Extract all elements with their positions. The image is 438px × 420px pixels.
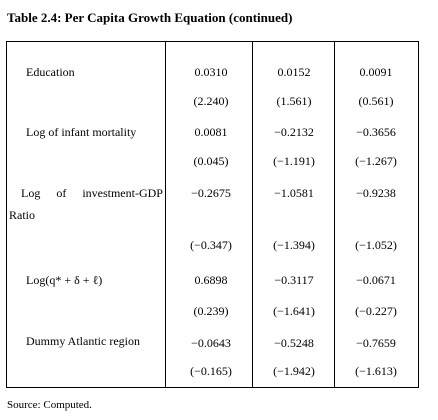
- row-label-investment-gdp: Log of investment-GDP: [7, 186, 167, 201]
- t-stat-cell: (−0.347): [190, 238, 232, 252]
- coef-cell: −1.0581: [274, 186, 314, 200]
- coef-cell: −0.2675: [191, 186, 231, 200]
- row-label-education: Education: [26, 65, 75, 79]
- column-divider: [252, 42, 253, 387]
- t-stat-cell: (−1.942): [273, 364, 315, 378]
- t-stat-cell: (1.561): [276, 94, 312, 108]
- row-label-word: Log: [21, 186, 41, 200]
- coef-cell: −0.3117: [274, 273, 314, 287]
- t-stat-cell: (0.561): [358, 94, 394, 108]
- coef-cell: 0.6898: [194, 273, 228, 287]
- coef-cell: −0.0643: [191, 336, 231, 350]
- coef-cell: 0.0310: [194, 65, 228, 79]
- t-stat-cell: (−0.227): [355, 304, 397, 318]
- t-stat-cell: (2.240): [193, 94, 229, 108]
- t-stat-cell: (−1.052): [355, 238, 397, 252]
- t-stat-cell: (−1.641): [273, 304, 315, 318]
- t-stat-cell: (−1.267): [355, 154, 397, 168]
- coef-cell: −0.2132: [274, 125, 314, 139]
- t-stat-cell: (−1.613): [355, 364, 397, 378]
- coef-cell: 0.0081: [194, 125, 228, 139]
- coef-cell: 0.0091: [359, 65, 393, 79]
- row-label-dummy-atlantic: Dummy Atlantic region: [26, 334, 140, 348]
- coef-cell: 0.0152: [277, 65, 311, 79]
- row-label-word: investment-GDP: [82, 186, 163, 200]
- row-label-log-q-delta-l: Log(q* + δ + ℓ): [26, 273, 103, 287]
- coef-cell: −0.9238: [356, 186, 396, 200]
- row-label-word: of: [56, 186, 67, 200]
- t-stat-cell: (−1.191): [273, 154, 315, 168]
- coef-cell: −0.3656: [356, 125, 396, 139]
- coef-cell: −0.5248: [274, 336, 314, 350]
- row-label-investment-gdp-continuation: Ratio: [9, 208, 35, 222]
- t-stat-cell: (0.239): [193, 304, 229, 318]
- coef-cell: −0.7659: [356, 336, 396, 350]
- row-label-infant-mortality: Log of infant mortality: [26, 125, 137, 139]
- column-divider: [165, 42, 166, 387]
- t-stat-cell: (−1.394): [273, 238, 315, 252]
- t-stat-cell: (0.045): [193, 154, 229, 168]
- t-stat-cell: (−0.165): [190, 364, 232, 378]
- table-title: Table 2.4: Per Capita Growth Equation (c…: [7, 10, 293, 25]
- column-divider: [334, 42, 335, 387]
- source-note: Source: Computed.: [7, 399, 92, 411]
- coef-cell: −0.0671: [356, 273, 396, 287]
- regression-table: Education 0.0310 0.0152 0.0091 (2.240) (…: [6, 41, 419, 388]
